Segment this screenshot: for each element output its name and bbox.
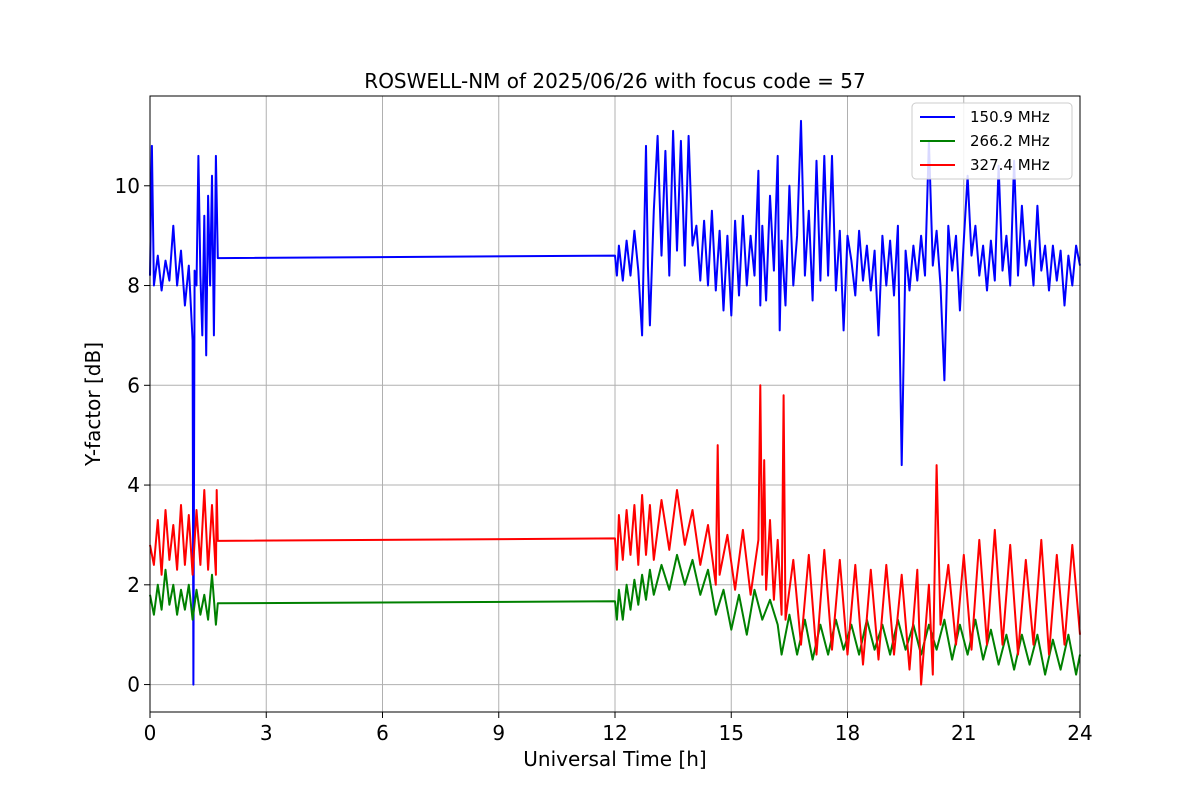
legend-label: 150.9 MHz (970, 108, 1050, 126)
chart-title: ROSWELL-NM of 2025/06/26 with focus code… (364, 69, 865, 93)
x-tick-label: 15 (719, 721, 744, 745)
x-tick-label: 9 (492, 721, 505, 745)
legend: 150.9 MHz 266.2 MHz 327.4 MHz (911, 102, 1073, 180)
legend-label: 266.2 MHz (970, 132, 1050, 150)
y-tick-label: 10 (115, 174, 140, 198)
y-tick-label: 0 (127, 673, 140, 697)
x-tick-label: 24 (1067, 721, 1092, 745)
series-line-150-9-mhz (149, 119, 1081, 686)
legend-label: 327.4 MHz (970, 156, 1050, 174)
x-tick-label: 12 (602, 721, 627, 745)
y-tick-label: 6 (127, 373, 140, 397)
series-layer (149, 119, 1081, 686)
y-tick-label: 2 (127, 573, 140, 597)
x-tick-label: 6 (376, 721, 389, 745)
x-tick-label: 0 (144, 721, 157, 745)
legend-box (911, 102, 1073, 180)
y-axis-label: Y-factor [dB] (81, 342, 105, 467)
y-tick-label: 4 (127, 473, 140, 497)
x-tick-label: 18 (835, 721, 860, 745)
series-line-327-4-mhz (149, 384, 1081, 686)
y-tick-label: 8 (127, 274, 140, 298)
x-axis-label: Universal Time [h] (523, 747, 706, 771)
x-tick-label: 3 (260, 721, 273, 745)
x-tick-label: 21 (951, 721, 976, 745)
